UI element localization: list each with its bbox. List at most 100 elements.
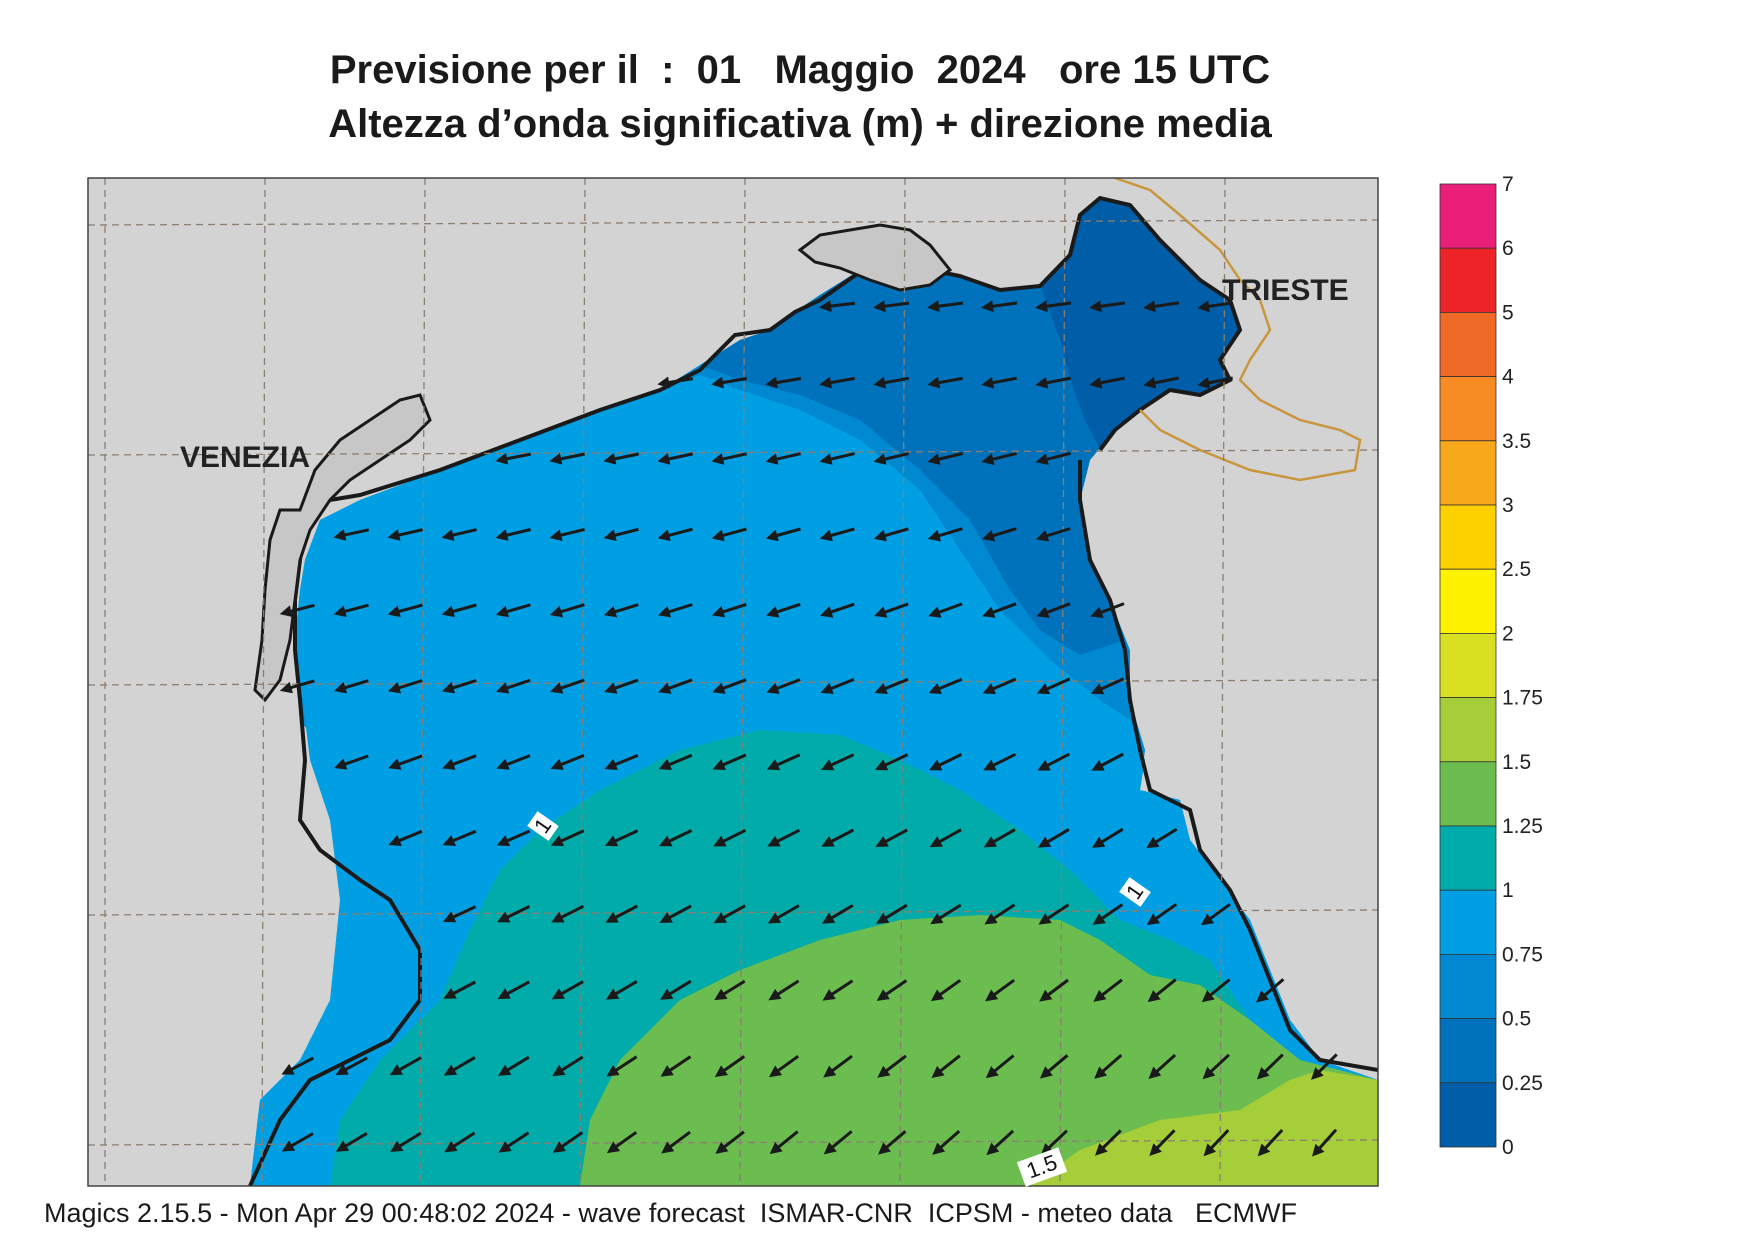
wave-arrow — [819, 300, 856, 313]
wave-arrow — [497, 905, 531, 923]
colorbar-label: 1.5 — [1502, 751, 1531, 774]
city-label-trieste: TRIESTE — [1222, 274, 1349, 307]
wave-arrow — [1035, 300, 1072, 313]
wave-arrow — [661, 1130, 691, 1154]
colorbar-label: 0.5 — [1502, 1008, 1531, 1031]
colorbar-label: 6 — [1502, 237, 1514, 260]
colorbar-cell — [1439, 1082, 1497, 1148]
colorbar-cell — [1439, 247, 1497, 313]
wave-arrow — [660, 979, 692, 1000]
wave-arrow — [1312, 1128, 1338, 1157]
wave-arrow — [877, 1054, 907, 1078]
wave-arrow — [983, 752, 1017, 771]
wave-arrow — [1037, 752, 1070, 771]
wave-arrow — [766, 678, 801, 694]
wave-arrow — [606, 1131, 638, 1154]
wave-arrow — [819, 376, 856, 389]
wave-arrow — [715, 1130, 745, 1154]
footer-credits: Magics 2.15.5 - Mon Apr 29 00:48:02 2024… — [44, 1198, 1297, 1228]
wave-arrow — [1092, 903, 1124, 925]
wave-arrow — [932, 1129, 961, 1155]
wave-arrow — [603, 527, 639, 542]
wave-arrow — [495, 528, 531, 541]
wave-arrow — [927, 376, 963, 389]
colorbar-label: 0 — [1502, 1136, 1514, 1159]
wave-arrow — [390, 1131, 422, 1153]
wave-arrow — [822, 979, 854, 1001]
wave-arrow — [657, 376, 694, 389]
colorbar-label: 1.25 — [1502, 815, 1543, 838]
wave-arrow — [1035, 451, 1071, 466]
wave-arrow — [820, 678, 855, 694]
colorbar-cell — [1439, 697, 1497, 763]
wave-arrow — [1039, 978, 1069, 1002]
wave-arrow — [1093, 978, 1123, 1002]
wave-arrow — [1037, 828, 1070, 848]
wave-arrow — [765, 527, 801, 542]
wave-arrow — [604, 753, 639, 770]
wave-direction-arrows — [279, 300, 1338, 1157]
wave-arrow — [986, 1129, 1015, 1156]
wave-arrow — [658, 678, 693, 694]
wave-arrow — [1095, 1129, 1122, 1156]
wave-arrow — [549, 603, 585, 618]
wave-arrow — [1035, 376, 1071, 389]
wave-arrow — [549, 452, 585, 465]
wave-arrow — [874, 602, 909, 618]
wave-arrow — [658, 753, 693, 771]
colorbar-cell — [1439, 376, 1497, 442]
colorbar-cell — [1439, 311, 1497, 377]
city-label-venezia: VENEZIA — [180, 441, 310, 474]
wave-arrow — [657, 603, 693, 618]
wave-arrow — [603, 603, 639, 618]
wave-arrow — [711, 602, 747, 618]
wave-arrow — [820, 602, 855, 618]
wave-arrow — [713, 828, 747, 847]
wave-arrow — [928, 602, 963, 618]
wave-arrow — [876, 903, 908, 924]
colorbar-label: 4 — [1502, 366, 1514, 389]
wave-arrow — [1149, 1129, 1176, 1156]
wave-arrow — [387, 603, 423, 618]
wave-arrow — [1038, 903, 1070, 925]
colorbar-cell — [1439, 954, 1497, 1020]
wave-arrow — [711, 376, 748, 389]
colorbar-cell — [1439, 440, 1497, 506]
wave-arrow — [981, 300, 1018, 313]
wave-arrow — [496, 678, 531, 694]
colorbar-label: 0.25 — [1502, 1072, 1543, 1095]
colorbar-cell — [1439, 504, 1497, 570]
wave-arrow — [660, 1055, 692, 1077]
wave-arrow — [606, 1055, 638, 1077]
wave-arrow — [983, 828, 1016, 848]
wave-arrow — [1146, 827, 1178, 849]
coastline-north — [298, 195, 1243, 561]
wave-arrow — [930, 979, 962, 1002]
wave-arrow — [333, 528, 370, 541]
coastline-east — [1078, 460, 1378, 1072]
wave-arrow — [927, 300, 964, 313]
wave-arrow — [1039, 1054, 1069, 1079]
wave-arrow — [1089, 376, 1125, 389]
map-title-line1: Previsione per il : 01 Maggio 2024 ore 1… — [329, 48, 1271, 92]
wave-arrow — [605, 904, 638, 923]
wave-arrow — [1256, 978, 1285, 1003]
wave-arrow — [712, 678, 747, 694]
wave-arrow — [1143, 376, 1179, 389]
wave-arrow — [928, 677, 963, 695]
wave-arrow — [1035, 527, 1071, 542]
wave-arrow — [931, 1054, 961, 1079]
wave-arrow — [605, 980, 638, 1000]
wave-arrow — [335, 1056, 368, 1076]
wave-arrow — [714, 979, 746, 1001]
map-title-line2: Altezza d’onda significativa (m) + direz… — [328, 102, 1272, 146]
wave-arrow — [442, 829, 477, 847]
wave-arrow — [333, 603, 369, 618]
wave-arrow — [1201, 902, 1231, 926]
wave-arrow — [550, 829, 585, 847]
wave-arrow — [878, 1130, 907, 1155]
colorbar-cell — [1439, 183, 1497, 249]
coastline-west — [248, 559, 422, 1186]
wave-arrow — [388, 754, 423, 770]
wave-arrow — [823, 1054, 853, 1078]
